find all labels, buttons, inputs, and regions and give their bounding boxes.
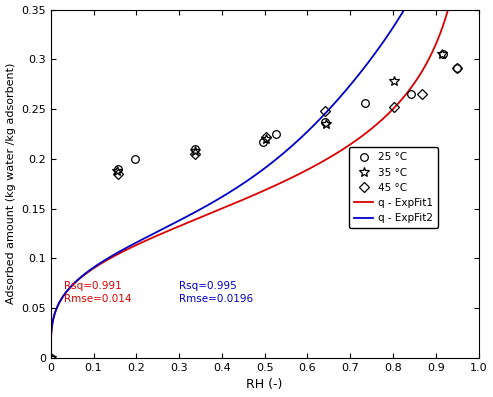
Legend: 25 °C, 35 °C, 45 °C, q - ExpFit1, q - ExpFit2: 25 °C, 35 °C, 45 °C, q - ExpFit1, q - Ex… xyxy=(349,147,438,228)
q - ExpFit2 xyxy=(236,184,242,189)
q - ExpFit1 xyxy=(381,116,387,120)
q - ExpFit2 xyxy=(48,343,54,348)
q - ExpFit1 xyxy=(341,146,347,151)
X-axis label: RH (-): RH (-) xyxy=(246,378,283,391)
q - ExpFit2 xyxy=(389,27,395,32)
q - ExpFit1 xyxy=(91,265,97,270)
Y-axis label: Adsorbed amount (kg water /kg adsorbent): Adsorbed amount (kg water /kg adsorbent) xyxy=(5,63,16,304)
q - ExpFit1 xyxy=(389,108,395,113)
q - ExpFit2 xyxy=(381,39,387,43)
Text: Rsq=0.991
Rmse=0.014: Rsq=0.991 Rmse=0.014 xyxy=(64,281,131,304)
q - ExpFit2 xyxy=(91,264,97,269)
q - ExpFit2 xyxy=(221,193,227,198)
q - ExpFit2 xyxy=(341,90,347,94)
q - ExpFit1 xyxy=(48,343,54,348)
Line: q - ExpFit1: q - ExpFit1 xyxy=(51,0,478,346)
q - ExpFit1 xyxy=(236,199,242,204)
q - ExpFit1 xyxy=(221,206,227,210)
Line: q - ExpFit2: q - ExpFit2 xyxy=(51,0,478,346)
Text: Rsq=0.995
Rmse=0.0196: Rsq=0.995 Rmse=0.0196 xyxy=(179,281,253,304)
